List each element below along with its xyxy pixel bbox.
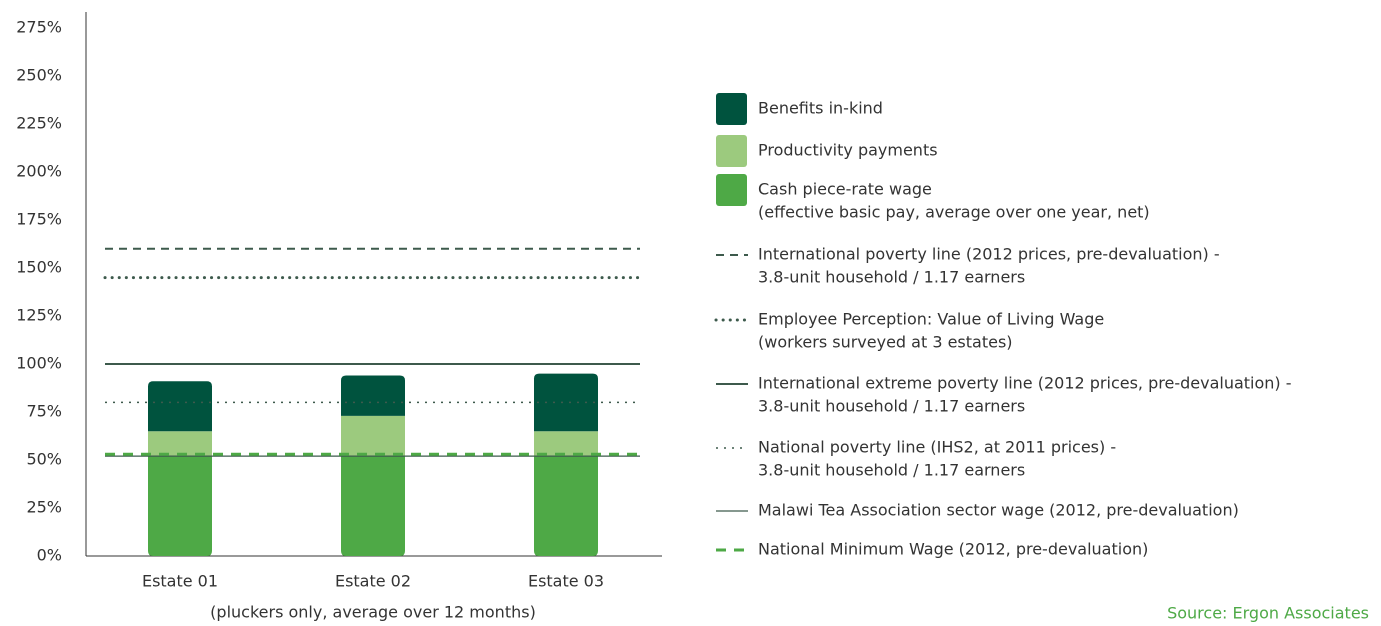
y-tick-label: 75% bbox=[26, 402, 62, 421]
x-tick-label: Estate 03 bbox=[528, 572, 604, 591]
source: Source: Ergon Associates bbox=[1167, 604, 1369, 623]
bar-segment bbox=[534, 431, 598, 457]
legend-label: Employee Perception: Value of Living Wag… bbox=[758, 310, 1104, 329]
bar-segment bbox=[341, 415, 405, 457]
legend-label: Malawi Tea Association sector wage (2012… bbox=[758, 501, 1239, 520]
bar-segment bbox=[148, 381, 212, 432]
bar-segment bbox=[148, 456, 212, 556]
legend-swatch bbox=[716, 135, 747, 167]
y-tick-label: 50% bbox=[26, 450, 62, 469]
y-tick-label: 0% bbox=[37, 546, 62, 565]
x-axis-label: (pluckers only, average over 12 months) bbox=[210, 603, 536, 622]
legend-swatch bbox=[716, 174, 747, 206]
legend-label: 3.8-unit household / 1.17 earners bbox=[758, 461, 1025, 480]
legend-swatch bbox=[716, 93, 747, 125]
legend-label: Cash piece-rate wage bbox=[758, 180, 932, 199]
x-tick-label: Estate 01 bbox=[142, 572, 218, 591]
y-tick-label: 25% bbox=[26, 498, 62, 517]
y-tick-label: 125% bbox=[16, 306, 62, 325]
x-tick-label: Estate 02 bbox=[335, 572, 411, 591]
y-tick-label: 275% bbox=[16, 18, 62, 37]
legend-label: National poverty line (IHS2, at 2011 pri… bbox=[758, 438, 1116, 457]
bar-segment bbox=[534, 373, 598, 432]
y-tick-label: 175% bbox=[16, 210, 62, 229]
legend-label: International poverty line (2012 prices,… bbox=[758, 245, 1220, 264]
y-tick-label: 200% bbox=[16, 162, 62, 181]
legend-label: International extreme poverty line (2012… bbox=[758, 374, 1292, 393]
y-tick-label: 250% bbox=[16, 66, 62, 85]
legend-label: National Minimum Wage (2012, pre-devalua… bbox=[758, 540, 1148, 559]
bar-segment bbox=[534, 456, 598, 556]
legend-label: Benefits in-kind bbox=[758, 99, 883, 118]
legend-label: (effective basic pay, average over one y… bbox=[758, 203, 1150, 222]
legend-label: 3.8-unit household / 1.17 earners bbox=[758, 397, 1025, 416]
bar-segment bbox=[341, 375, 405, 416]
legend-label: Productivity payments bbox=[758, 141, 938, 160]
legend-label: (workers surveyed at 3 estates) bbox=[758, 333, 1013, 352]
bar-segment bbox=[341, 456, 405, 556]
y-tick-label: 150% bbox=[16, 258, 62, 277]
legend-label: 3.8-unit household / 1.17 earners bbox=[758, 268, 1025, 287]
y-tick-label: 225% bbox=[16, 114, 62, 133]
bar-segment bbox=[148, 431, 212, 457]
y-tick-label: 100% bbox=[16, 354, 62, 373]
